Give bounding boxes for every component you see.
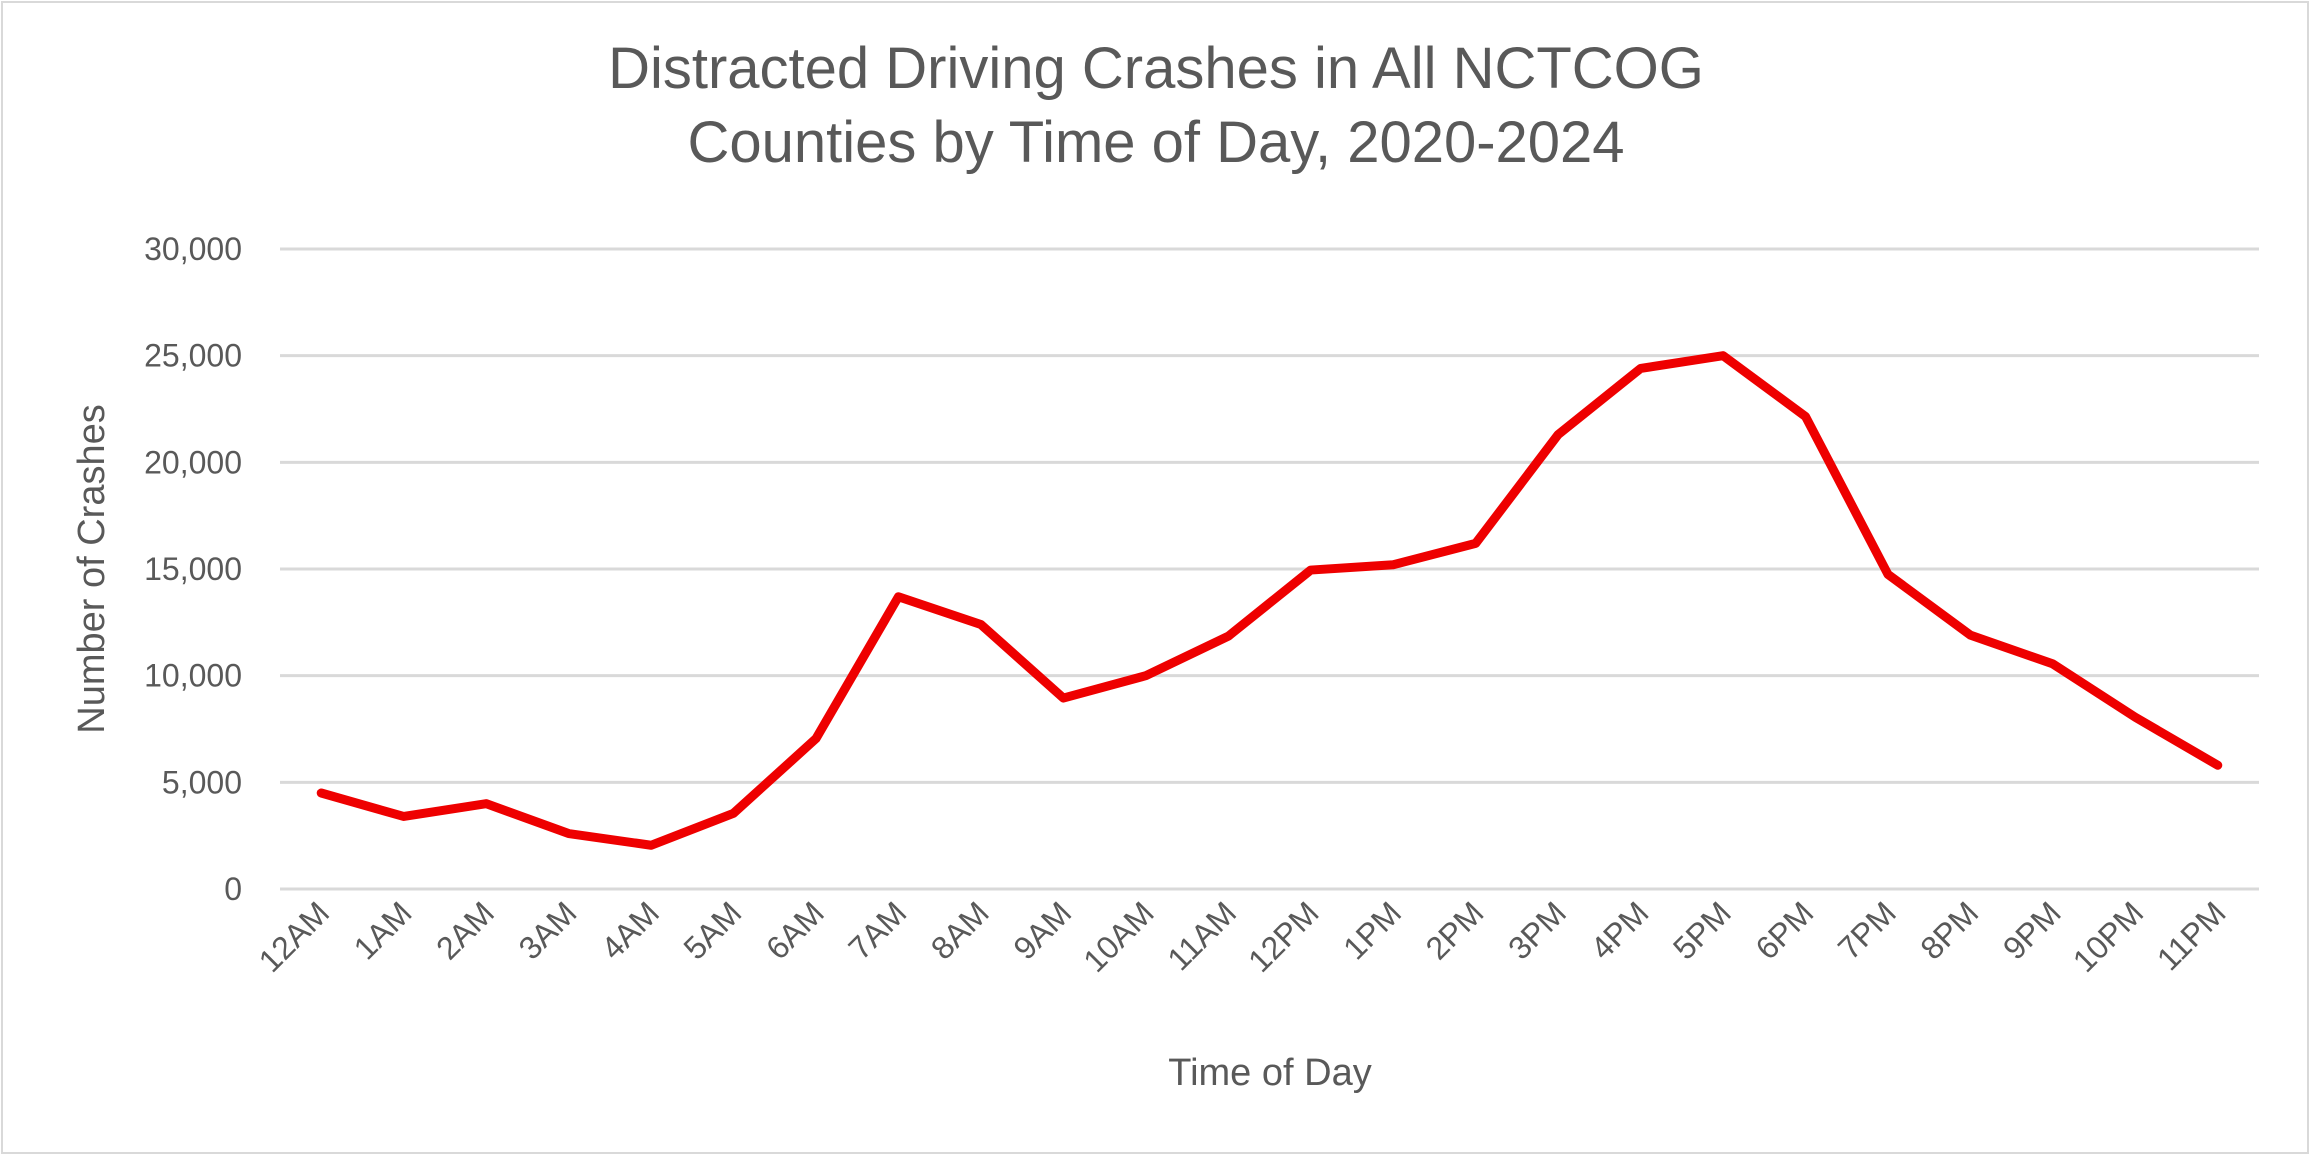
y-tick-label: 0 [224,871,242,907]
x-tick-label: 4PM [1584,894,1656,966]
y-axis-title: Number of Crashes [71,404,113,733]
x-tick-label: 2PM [1419,894,1491,966]
y-tick-label: 5,000 [162,764,242,800]
y-tick-label: 20,000 [144,444,242,480]
x-tick-label: 11PM [2150,894,2233,977]
x-axis-title: Time of Day [1168,1052,1371,1094]
x-tick-label: 3AM [512,894,584,966]
y-tick-label: 10,000 [144,658,242,694]
x-tick-label: 8AM [924,894,996,966]
x-tick-label: 6PM [1748,894,1820,966]
x-tick-label: 8PM [1913,894,1985,966]
y-tick-label: 15,000 [144,551,242,587]
x-tick-label: 9PM [1996,894,2068,966]
y-tick-label: 25,000 [144,338,242,374]
x-tick-label: 11AM [1160,894,1243,977]
x-tick-label: 12PM [1241,894,1326,979]
x-tick-label: 1AM [347,894,419,966]
x-tick-label: 2AM [429,894,501,966]
series-line [316,351,2223,850]
x-tick-label: 10AM [1076,894,1161,979]
x-tick-label: 6AM [759,894,831,966]
x-tick-label: 4AM [594,894,666,966]
x-tick-label: 7AM [841,894,913,966]
x-tick-label: 1PM [1336,894,1408,966]
x-tick-label: 5AM [676,894,748,966]
x-tick-label: 5PM [1666,894,1738,966]
y-tick-label: 30,000 [144,231,242,267]
x-tick-label: 7PM [1831,894,1903,966]
x-tick-label: 3PM [1501,894,1573,966]
x-tick-label: 9AM [1006,894,1078,966]
chart-title-line-1: Distracted Driving Crashes in All NCTCOG [608,36,1704,101]
x-tick-label: 10PM [2066,894,2151,979]
chart-title-line-2: Counties by Time of Day, 2020-2024 [687,110,1624,175]
x-tick-label: 12AM [252,894,337,979]
